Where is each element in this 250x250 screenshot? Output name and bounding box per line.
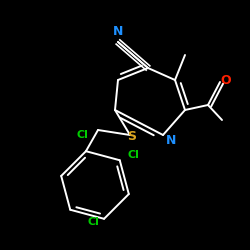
Text: Cl: Cl [128, 150, 140, 160]
Text: O: O [221, 74, 231, 86]
Text: Cl: Cl [76, 130, 88, 140]
Text: Cl: Cl [87, 217, 99, 227]
Text: N: N [166, 134, 176, 146]
Text: S: S [128, 130, 136, 143]
Text: N: N [113, 25, 123, 38]
